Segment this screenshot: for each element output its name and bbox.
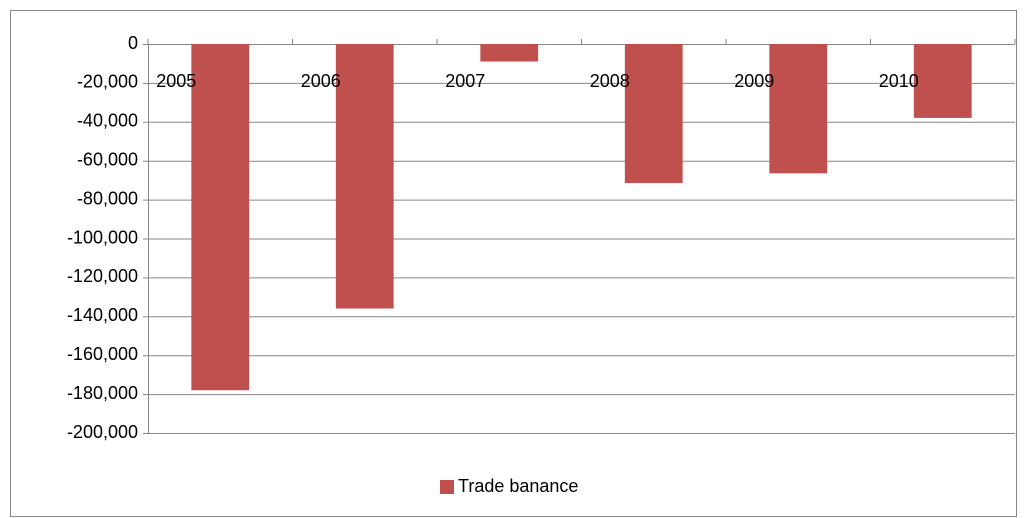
y-tick-label: -100,000 <box>67 227 138 247</box>
y-tick-label: -180,000 <box>67 383 138 403</box>
y-tick-label: -80,000 <box>77 188 138 208</box>
y-tick-label: -120,000 <box>67 266 138 286</box>
x-tick-label: 2007 <box>445 71 485 91</box>
legend-label: Trade banance <box>458 476 578 496</box>
y-tick-label: -200,000 <box>67 422 138 442</box>
legend-swatch <box>440 480 454 494</box>
y-tick-label: -60,000 <box>77 149 138 169</box>
bar <box>191 44 250 391</box>
y-tick-label: -140,000 <box>67 305 138 325</box>
y-tick-label: -160,000 <box>67 344 138 364</box>
bar <box>335 44 394 309</box>
bar <box>480 44 539 62</box>
x-tick-label: 2006 <box>301 71 341 91</box>
x-tick-label: 2009 <box>734 71 774 91</box>
x-tick-label: 2008 <box>590 71 630 91</box>
y-tick-label: 0 <box>128 33 138 53</box>
bar <box>769 44 828 174</box>
x-tick-label: 2005 <box>156 71 196 91</box>
y-tick-label: -20,000 <box>77 72 138 92</box>
x-tick-label: 2010 <box>879 71 919 91</box>
bar <box>624 44 683 184</box>
bar <box>913 44 972 118</box>
chart-border <box>10 10 1017 517</box>
y-tick-label: -40,000 <box>77 111 138 131</box>
